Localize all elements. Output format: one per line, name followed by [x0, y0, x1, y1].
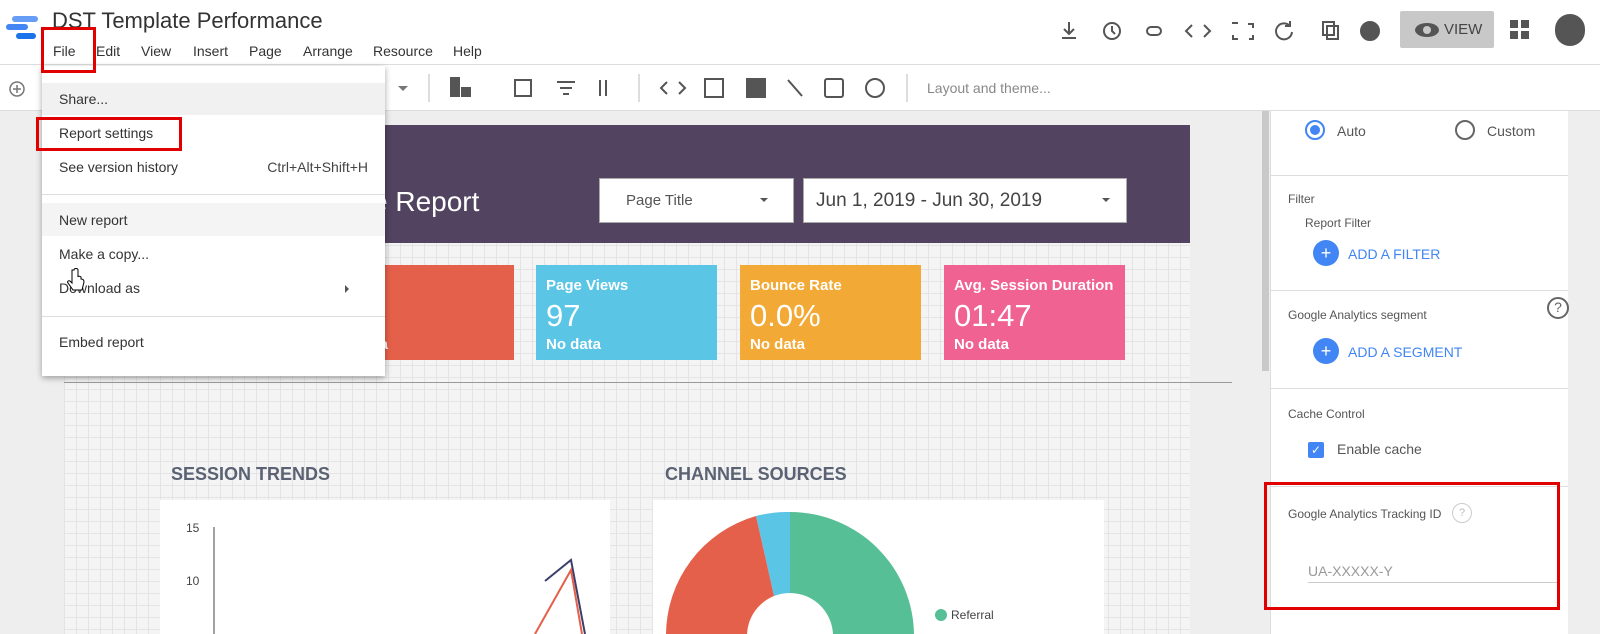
- section-label: Report Filter: [1305, 216, 1372, 230]
- separator: [1271, 175, 1568, 176]
- add-filter[interactable]: ADD A FILTER: [1348, 246, 1441, 262]
- separator: [1271, 388, 1568, 389]
- scrollbar[interactable]: [1262, 111, 1269, 371]
- checkbox[interactable]: ✓: [1308, 442, 1324, 458]
- properties-panel: [1270, 111, 1568, 634]
- line-plot: [213, 527, 586, 634]
- section-label: Google Analytics Tracking ID: [1288, 507, 1442, 521]
- section-label: Cache Control: [1288, 407, 1365, 421]
- radio-auto[interactable]: [1305, 120, 1325, 140]
- apps-icon[interactable]: [1510, 20, 1530, 40]
- tracking-input[interactable]: UA-XXXXX-Y: [1308, 563, 1393, 579]
- help-icon[interactable]: ?: [1547, 297, 1569, 319]
- section-label: Filter: [1288, 192, 1315, 206]
- plus-icon[interactable]: +: [1313, 338, 1339, 364]
- radio-custom[interactable]: [1455, 120, 1475, 140]
- separator: [1271, 290, 1568, 291]
- scorecard: Avg. Session Duration 01:47 No data: [944, 265, 1125, 360]
- caret: [760, 198, 768, 202]
- menu-insert[interactable]: Insert: [193, 43, 229, 59]
- radio-label: Custom: [1487, 123, 1536, 139]
- file-menu: Share... Report settings See version his…: [42, 66, 385, 376]
- scorecard-label: Page Views: [546, 277, 629, 294]
- menu-resource[interactable]: Resource: [373, 43, 433, 59]
- menu-item[interactable]: See version history: [59, 159, 179, 175]
- section-label: Google Analytics segment: [1288, 308, 1427, 322]
- report-name[interactable]: DST Template Performance: [52, 8, 323, 33]
- menu-view[interactable]: View: [141, 43, 172, 59]
- y-tick-label: 15: [186, 521, 200, 535]
- pie-plot: [666, 511, 947, 634]
- toolbar-icons[interactable]: [390, 70, 910, 106]
- submenu-arrow: [345, 285, 349, 293]
- menu-hover: [42, 83, 385, 115]
- scorecard-label: Bounce Rate: [750, 277, 842, 294]
- separator: [42, 316, 385, 317]
- separator: [1271, 486, 1568, 487]
- menu-hover: [42, 203, 385, 236]
- checkbox-label: Enable cache: [1337, 441, 1422, 457]
- section-title: CHANNEL SOURCES: [665, 464, 847, 484]
- report-title: e Report: [372, 186, 480, 217]
- eye-icon: [1415, 23, 1439, 37]
- scorecard: Page Views 97 No data: [536, 265, 717, 360]
- menu-item[interactable]: New report: [59, 212, 128, 228]
- scorecard-sub: No data: [546, 336, 602, 353]
- menu-file[interactable]: File: [53, 43, 76, 59]
- menu-item[interactable]: Report settings: [59, 125, 154, 141]
- highlight-box: [41, 27, 96, 73]
- input-underline: [1308, 582, 1558, 583]
- logo: [6, 16, 38, 39]
- scorecard-sub: No data: [750, 336, 806, 353]
- scorecard-value: 97: [546, 298, 581, 333]
- page-filter[interactable]: Page Title: [599, 178, 794, 223]
- header-icons[interactable]: [1055, 16, 1395, 46]
- menu-item[interactable]: Make a copy...: [59, 246, 150, 262]
- menu-arrange[interactable]: Arrange: [303, 43, 353, 59]
- add-segment[interactable]: ADD A SEGMENT: [1348, 344, 1463, 360]
- cursor: [67, 268, 85, 291]
- date-range[interactable]: Jun 1, 2019 - Jun 30, 2019: [803, 178, 1127, 223]
- scorecard-label: Avg. Session Duration: [954, 277, 1114, 294]
- scorecard-value: 0.0%: [750, 298, 821, 333]
- scorecard-value: 01:47: [954, 298, 1032, 333]
- line-chart: [160, 500, 610, 634]
- menu-item[interactable]: Embed report: [59, 334, 144, 350]
- y-tick-label: 10: [186, 574, 200, 588]
- highlight-box: [1264, 482, 1560, 610]
- radio-label: Auto: [1337, 123, 1366, 139]
- menu-edit[interactable]: Edit: [96, 43, 121, 59]
- menu-help[interactable]: Help: [453, 43, 482, 59]
- separator: [42, 194, 385, 195]
- section-title: SESSION TRENDS: [171, 464, 331, 484]
- add-icon[interactable]: [8, 80, 28, 100]
- legend-label: Referral: [951, 608, 994, 622]
- scorecard: Bounce Rate 0.0% No data: [740, 265, 921, 360]
- divider: [64, 382, 1232, 383]
- shortcut: Ctrl+Alt+Shift+H: [267, 159, 368, 175]
- avatar[interactable]: [1555, 14, 1585, 46]
- caret: [1102, 198, 1110, 202]
- scorecard-sub: No data: [954, 336, 1010, 353]
- theme-button[interactable]: Layout and theme...: [927, 80, 1051, 96]
- menu-item[interactable]: Share...: [59, 91, 109, 107]
- plus-icon[interactable]: +: [1313, 240, 1339, 266]
- highlight-box: [36, 117, 182, 151]
- menu-page[interactable]: Page: [249, 43, 282, 59]
- help-icon[interactable]: ?: [1452, 503, 1472, 523]
